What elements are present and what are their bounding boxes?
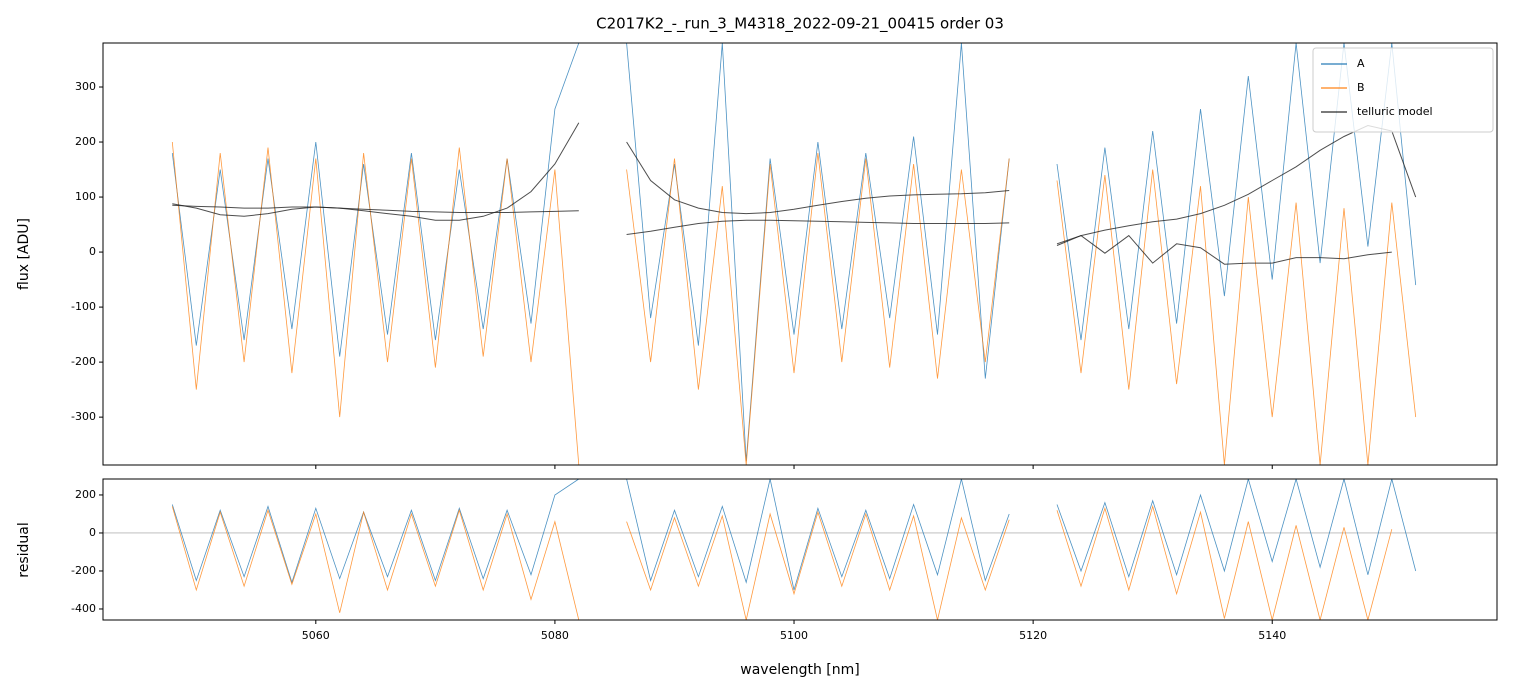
axes-frame: [102, 42, 1498, 466]
model-line: [172, 122, 1417, 245]
axes-frame: [102, 478, 1498, 621]
legend-label: A: [1357, 57, 1365, 70]
y-tick-label: 200: [75, 135, 96, 148]
y-tick-label: -300: [71, 410, 96, 423]
plot-area: [171, 43, 1417, 465]
y-tick-label: 0: [89, 526, 96, 539]
y-axis-label: residual: [16, 522, 32, 577]
y-tick-label: -200: [71, 355, 96, 368]
x-tick-label: 5060: [302, 629, 330, 642]
legend-label: telluric model: [1357, 105, 1433, 118]
x-tick-label: 5120: [1019, 629, 1047, 642]
y-tick-label: 200: [75, 488, 96, 501]
chart-title: C2017K2_-_run_3_M4318_2022-09-21_00415 o…: [596, 15, 1004, 34]
y-tick-label: -200: [71, 564, 96, 577]
plot-area: [103, 479, 1497, 620]
y-tick-label: 300: [75, 80, 96, 93]
spectrum-line: [171, 504, 1393, 620]
y-tick-label: 100: [75, 190, 96, 203]
x-tick-label: 5100: [780, 629, 808, 642]
spectrum-line: [171, 43, 1417, 462]
y-axis-label: flux [ADU]: [16, 218, 32, 290]
x-tick-label: 5140: [1258, 629, 1286, 642]
x-tick-label: 5080: [541, 629, 569, 642]
legend-box: [1312, 47, 1494, 133]
spectrum-line: [171, 479, 1417, 591]
y-tick-label: -100: [71, 300, 96, 313]
y-tick-label: -400: [71, 602, 96, 615]
y-tick-label: 0: [89, 245, 96, 258]
legend-label: B: [1357, 81, 1365, 94]
model-line: [172, 204, 1392, 265]
x-axis-label: wavelength [nm]: [740, 662, 859, 678]
spectrum-line: [171, 141, 1417, 465]
